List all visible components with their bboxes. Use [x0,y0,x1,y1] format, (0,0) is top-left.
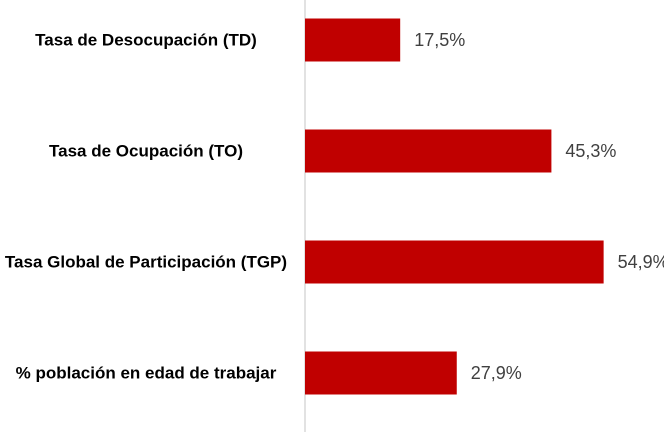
bar [305,129,552,173]
value-label: 54,9% [618,252,664,272]
category-label: Tasa de Desocupación (TD) [35,30,257,50]
value-label: 27,9% [471,363,522,383]
value-label: 17,5% [414,30,465,50]
bar [305,18,401,62]
category-label: Tasa Global de Participación (TGP) [4,252,288,272]
category-label: Tasa de Ocupación (TO) [49,141,243,161]
value-label: 45,3% [565,141,616,161]
bar [305,240,604,284]
bar [305,351,457,395]
category-label: % población en edad de trabajar [15,363,277,383]
